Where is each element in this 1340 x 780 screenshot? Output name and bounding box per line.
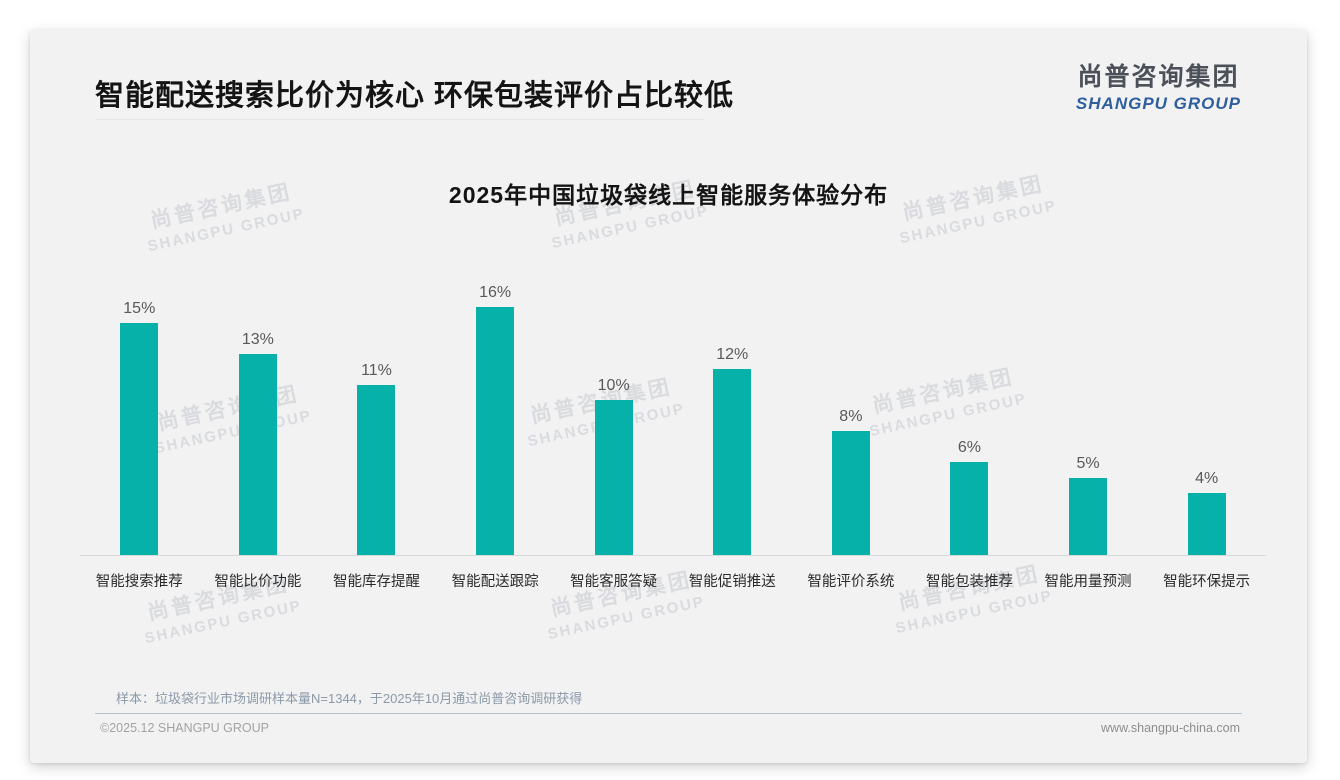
bar-value-label: 6%: [957, 439, 982, 456]
category-label: 智能促销推送: [688, 574, 776, 590]
company-logo: 尚普咨询集团 SHANGPU GROUP: [1076, 57, 1241, 114]
bar-column: 10%: [554, 282, 673, 555]
slide-card: 尚普咨询集团 SHANGPU GROUP 尚普咨询集团 SHANGPU GROUP …: [30, 30, 1307, 763]
bar-value-label: 16%: [479, 284, 512, 301]
bar-value-label: 12%: [716, 346, 749, 363]
bar-column: 6%: [910, 282, 1029, 555]
watermark-en: SHANGPU GROUP: [894, 587, 1055, 638]
copyright-text: ©2025.12 SHANGPU GROUP: [100, 721, 269, 735]
bar-value-label: 13%: [241, 330, 274, 348]
bar-column: 11%: [317, 282, 436, 555]
bar: [831, 431, 870, 555]
bar-value-label: 11%: [361, 361, 392, 379]
category-label: 智能包装推荐: [925, 574, 1013, 590]
bar: [1187, 493, 1226, 555]
bar: [950, 462, 989, 555]
x-axis-labels: 智能搜索推荐 智能比价功能 智能库存提醒 智能配送跟踪 智能客服答疑 智能促销推送 智能评价…: [80, 556, 1266, 591]
sample-note: 样本：垃圾袋行业市场调研样本量N=1344，于2025年10月通过尚普咨询调研获…: [116, 691, 583, 706]
bar-chart: 15% 13% 11% 16% 10% 12% 8% 6% 5% 4% 智能搜索推荐 智能比价功能智…: [80, 282, 1266, 591]
bar-column: 4%: [1147, 282, 1266, 555]
category-label: 智能搜索推荐: [95, 574, 183, 590]
chart-title: 2025年中国垃圾袋线上智能服务体验分布: [448, 182, 889, 208]
footer-row: ©2025.12 SHANGPU GROUP www.shangpu-china…: [100, 721, 1240, 735]
bars-row: 15% 13% 11% 16% 10% 12% 8% 6% 5% 4%: [80, 282, 1266, 556]
bar-column: 13%: [199, 282, 318, 555]
category-label: 智能比价功能: [214, 574, 302, 590]
logo-en-text: SHANGPU GROUP: [1075, 94, 1241, 113]
bar-column: 8%: [792, 282, 911, 555]
bar: [713, 369, 752, 555]
footer-divider: [95, 713, 1242, 714]
category-label: 智能库存提醒: [332, 574, 420, 590]
bar-column: 12%: [673, 282, 792, 555]
bar: [357, 384, 396, 555]
bar-column: 15%: [80, 282, 199, 555]
bar-value-label: 10%: [597, 377, 630, 394]
bar-column: 5%: [1029, 282, 1148, 555]
bar-value-label: 5%: [1076, 454, 1100, 472]
logo-cn-text: 尚普咨询集团: [1077, 63, 1240, 91]
watermark-en: SHANGPU GROUP: [143, 597, 304, 648]
bar-value-label: 8%: [839, 408, 863, 425]
website-text: www.shangpu-china.com: [1101, 721, 1240, 735]
header-divider: [95, 119, 705, 120]
bar-value-label: 4%: [1195, 470, 1219, 487]
category-label: 智能配送跟踪: [451, 574, 539, 590]
bar: [1069, 477, 1108, 555]
bar: [594, 400, 633, 555]
category-label: 智能客服答疑: [570, 574, 658, 590]
category-label: 智能用量预测: [1044, 574, 1132, 590]
watermark-en: SHANGPU GROUP: [546, 593, 707, 644]
category-label: 智能环保提示: [1163, 574, 1251, 590]
bar: [238, 353, 277, 555]
bar-column: 16%: [436, 282, 555, 555]
category-label: 智能评价系统: [807, 574, 895, 590]
bar: [120, 322, 159, 555]
bar: [476, 307, 515, 555]
page-title: 智能配送搜索比价为核心 环保包装评价占比较低: [95, 80, 735, 112]
watermark-en: SHANGPU GROUP: [146, 205, 307, 256]
bar-value-label: 15%: [123, 299, 156, 317]
